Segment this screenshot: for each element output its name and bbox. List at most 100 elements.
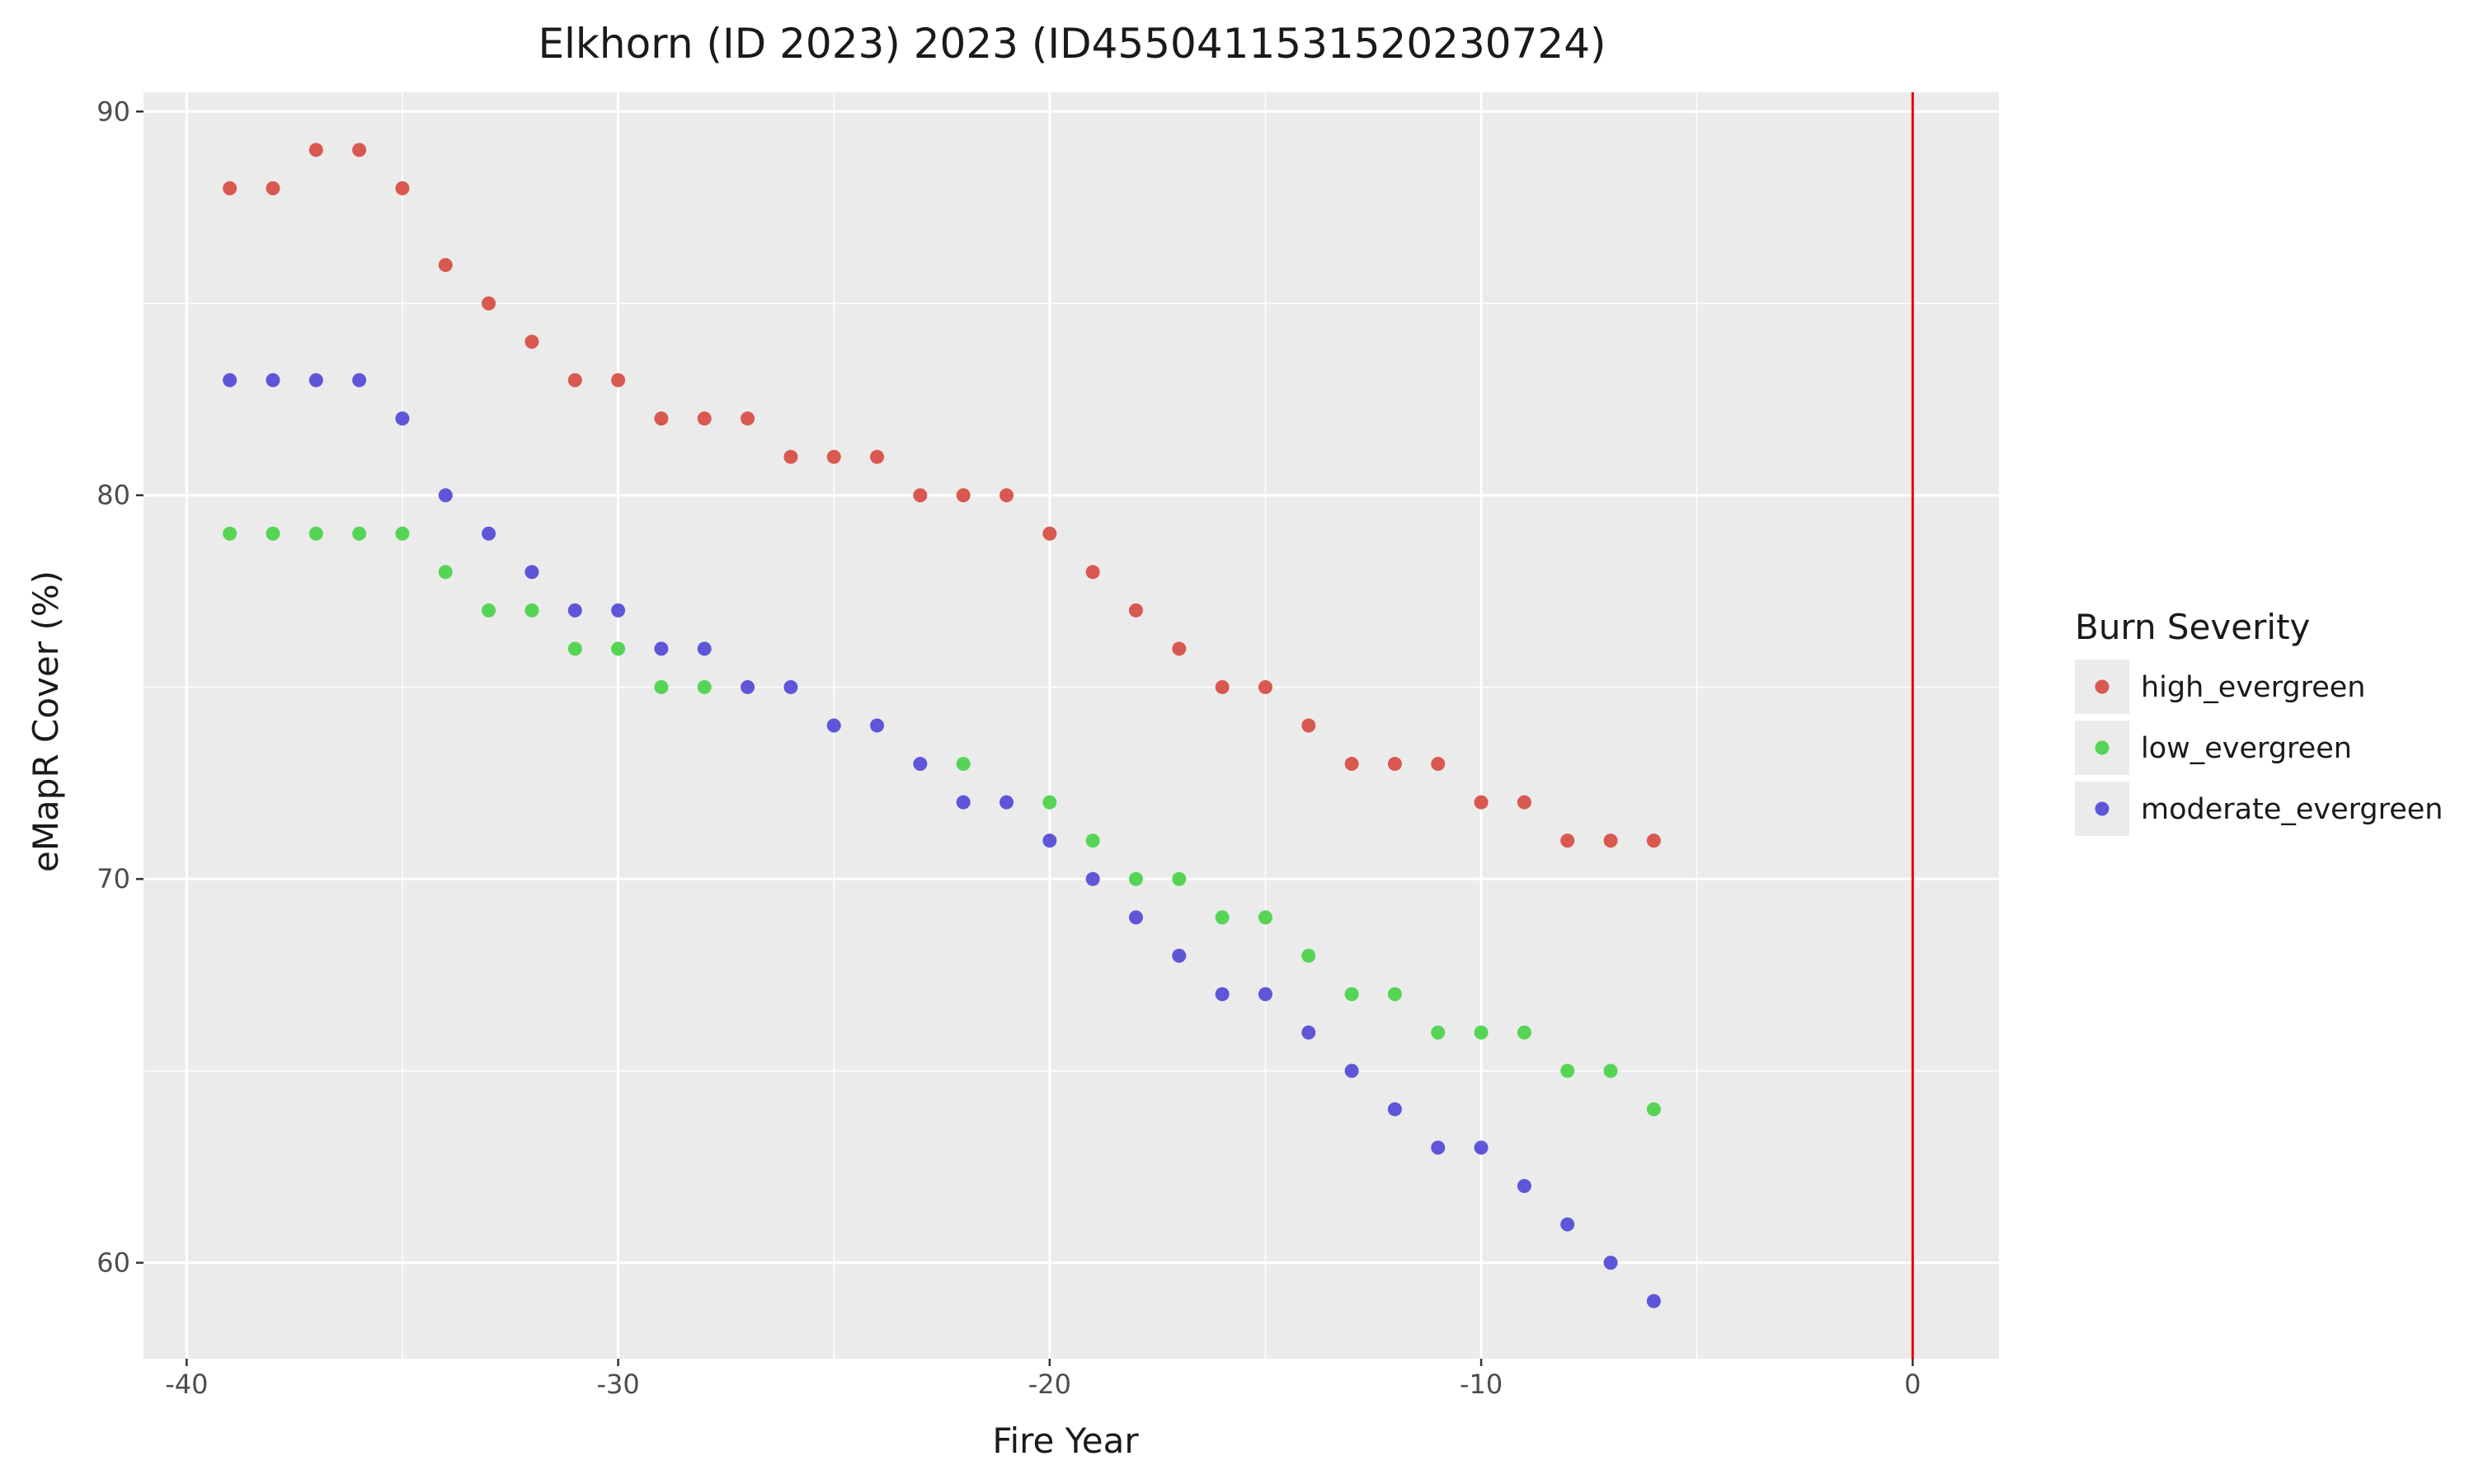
data-point-high_evergreen (352, 143, 367, 157)
data-point-low_evergreen (1085, 834, 1100, 848)
data-point-low_evergreen (352, 526, 367, 541)
data-point-moderate_evergreen (913, 757, 928, 772)
data-point-high_evergreen (1646, 834, 1661, 848)
data-point-low_evergreen (1603, 1064, 1618, 1078)
data-point-low_evergreen (1646, 1101, 1661, 1116)
data-point-high_evergreen (1387, 757, 1402, 772)
y-tick-label: 70 (96, 863, 130, 895)
data-point-low_evergreen (1517, 1025, 1531, 1040)
data-point-moderate_evergreen (697, 641, 712, 656)
data-point-high_evergreen (567, 373, 582, 387)
y-tick-label: 90 (96, 96, 130, 127)
data-point-moderate_evergreen (567, 603, 582, 618)
data-point-moderate_evergreen (1517, 1179, 1531, 1194)
data-point-moderate_evergreen (1387, 1101, 1402, 1116)
data-point-high_evergreen (1603, 834, 1618, 848)
data-point-low_evergreen (1172, 871, 1187, 886)
data-point-high_evergreen (482, 296, 496, 311)
data-point-low_evergreen (1215, 910, 1230, 925)
data-point-low_evergreen (266, 526, 280, 541)
data-point-moderate_evergreen (524, 565, 539, 580)
data-point-high_evergreen (1301, 718, 1316, 733)
legend-label: moderate_evergreen (2141, 793, 2443, 826)
data-point-moderate_evergreen (870, 718, 885, 733)
x-tick-label: -30 (596, 1369, 639, 1400)
data-point-low_evergreen (308, 526, 323, 541)
data-point-high_evergreen (395, 181, 410, 195)
data-point-low_evergreen (1560, 1064, 1575, 1078)
data-point-moderate_evergreen (1603, 1256, 1618, 1270)
x-tick-label: 0 (1904, 1369, 1921, 1400)
data-point-high_evergreen (741, 411, 755, 426)
data-point-high_evergreen (1042, 526, 1057, 541)
data-point-moderate_evergreen (1431, 1140, 1446, 1155)
data-point-high_evergreen (956, 488, 971, 503)
data-point-moderate_evergreen (783, 679, 798, 694)
data-point-high_evergreen (1517, 795, 1531, 810)
data-point-low_evergreen (697, 679, 712, 694)
data-point-low_evergreen (1344, 987, 1359, 1002)
data-point-low_evergreen (223, 526, 238, 541)
data-point-moderate_evergreen (1258, 987, 1272, 1002)
data-point-moderate_evergreen (223, 373, 238, 387)
data-point-low_evergreen (1301, 948, 1316, 963)
x-tick-label: -40 (165, 1369, 208, 1400)
x-axis-title: Fire Year (992, 1421, 1139, 1461)
data-point-high_evergreen (524, 335, 539, 350)
legend-marker (2095, 801, 2109, 816)
data-point-high_evergreen (697, 411, 712, 426)
data-point-moderate_evergreen (1042, 834, 1057, 848)
axis-ticks: -40 -30 -20 -10 0 60 70 80 90 (96, 96, 1921, 1400)
data-point-low_evergreen (1387, 987, 1402, 1002)
data-point-low_evergreen (1431, 1025, 1446, 1040)
data-point-low_evergreen (395, 526, 410, 541)
data-point-high_evergreen (1474, 795, 1489, 810)
data-point-moderate_evergreen (956, 795, 971, 810)
data-point-moderate_evergreen (352, 373, 367, 387)
x-tick-label: -10 (1460, 1369, 1503, 1400)
data-point-low_evergreen (1474, 1025, 1489, 1040)
data-point-low_evergreen (956, 757, 971, 772)
data-point-high_evergreen (1215, 679, 1230, 694)
data-point-moderate_evergreen (654, 641, 669, 656)
data-point-high_evergreen (1128, 603, 1143, 618)
data-point-low_evergreen (654, 679, 669, 694)
data-point-high_evergreen (223, 181, 238, 195)
data-point-high_evergreen (913, 488, 928, 503)
data-point-moderate_evergreen (1301, 1025, 1316, 1040)
data-point-moderate_evergreen (438, 488, 453, 503)
data-point-moderate_evergreen (1128, 910, 1143, 925)
y-axis-title: eMapR Cover (%) (26, 571, 66, 872)
data-point-moderate_evergreen (1474, 1140, 1489, 1155)
data-point-moderate_evergreen (308, 373, 323, 387)
y-tick-label: 80 (96, 480, 130, 511)
data-point-high_evergreen (1344, 757, 1359, 772)
legend-label: high_evergreen (2141, 671, 2365, 704)
data-point-high_evergreen (1172, 641, 1187, 656)
data-point-low_evergreen (524, 603, 539, 618)
data-point-moderate_evergreen (741, 679, 755, 694)
data-point-high_evergreen (1560, 834, 1575, 848)
data-point-moderate_evergreen (1560, 1217, 1575, 1232)
data-point-low_evergreen (611, 641, 626, 656)
legend: Burn Severity high_evergreen low_evergree… (2075, 607, 2443, 836)
data-point-moderate_evergreen (482, 526, 496, 541)
y-tick-label: 60 (96, 1247, 130, 1279)
data-point-moderate_evergreen (999, 795, 1014, 810)
data-point-moderate_evergreen (1215, 987, 1230, 1002)
chart-title: Elkhorn (ID 2023) 2023 (ID45504115315202… (538, 20, 1606, 68)
data-point-high_evergreen (999, 488, 1014, 503)
data-point-moderate_evergreen (266, 373, 280, 387)
data-point-high_evergreen (1258, 679, 1272, 694)
data-point-high_evergreen (654, 411, 669, 426)
data-point-high_evergreen (438, 257, 453, 272)
data-point-moderate_evergreen (826, 718, 841, 733)
data-point-moderate_evergreen (1172, 948, 1187, 963)
data-point-moderate_evergreen (1646, 1294, 1661, 1308)
data-point-moderate_evergreen (1344, 1064, 1359, 1078)
data-point-high_evergreen (1085, 565, 1100, 580)
data-point-high_evergreen (308, 143, 323, 157)
legend-title: Burn Severity (2075, 607, 2310, 647)
x-tick-label: -20 (1028, 1369, 1071, 1400)
